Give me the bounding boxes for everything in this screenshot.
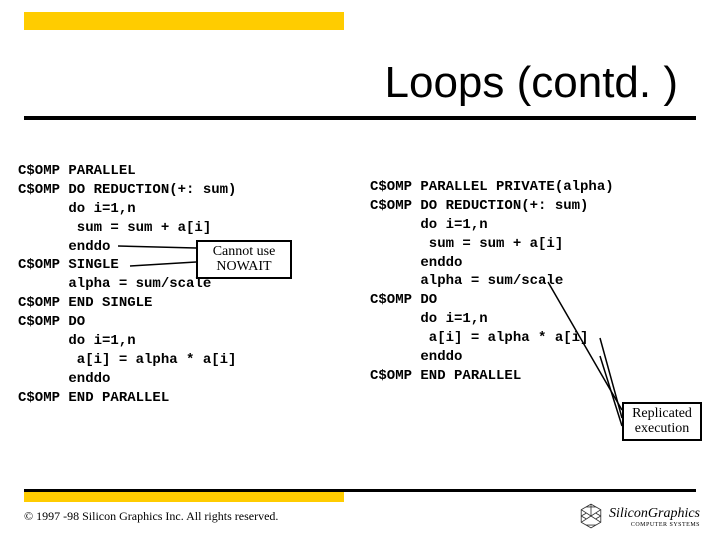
accent-bar-top <box>24 12 344 30</box>
logo-cube-icon <box>577 502 605 530</box>
logo-text-wrap: SiliconGraphics COMPUTER SYSTEMS <box>609 504 700 528</box>
callout-repl-line1: Replicated <box>632 406 692 421</box>
title-rule <box>24 116 696 120</box>
copyright-text: © 1997 -98 Silicon Graphics Inc. All rig… <box>24 509 278 524</box>
code-block-left: C$OMP PARALLEL C$OMP DO REDUCTION(+: sum… <box>18 162 236 408</box>
logo-subtext: COMPUTER SYSTEMS <box>609 522 700 528</box>
code-block-right: C$OMP PARALLEL PRIVATE(alpha) C$OMP DO R… <box>370 178 614 386</box>
callout-nowait-line1: Cannot use <box>213 244 276 259</box>
logo: SiliconGraphics COMPUTER SYSTEMS <box>577 502 700 530</box>
logo-text: SiliconGraphics <box>609 506 700 521</box>
page-title: Loops (contd. ) <box>0 58 678 108</box>
accent-bar-bottom <box>24 492 344 502</box>
callout-repl-line2: execution <box>635 421 689 436</box>
callout-nowait-line2: NOWAIT <box>216 259 271 274</box>
callout-replicated: Replicated execution <box>622 402 702 441</box>
callout-nowait: Cannot use NOWAIT <box>196 240 292 279</box>
